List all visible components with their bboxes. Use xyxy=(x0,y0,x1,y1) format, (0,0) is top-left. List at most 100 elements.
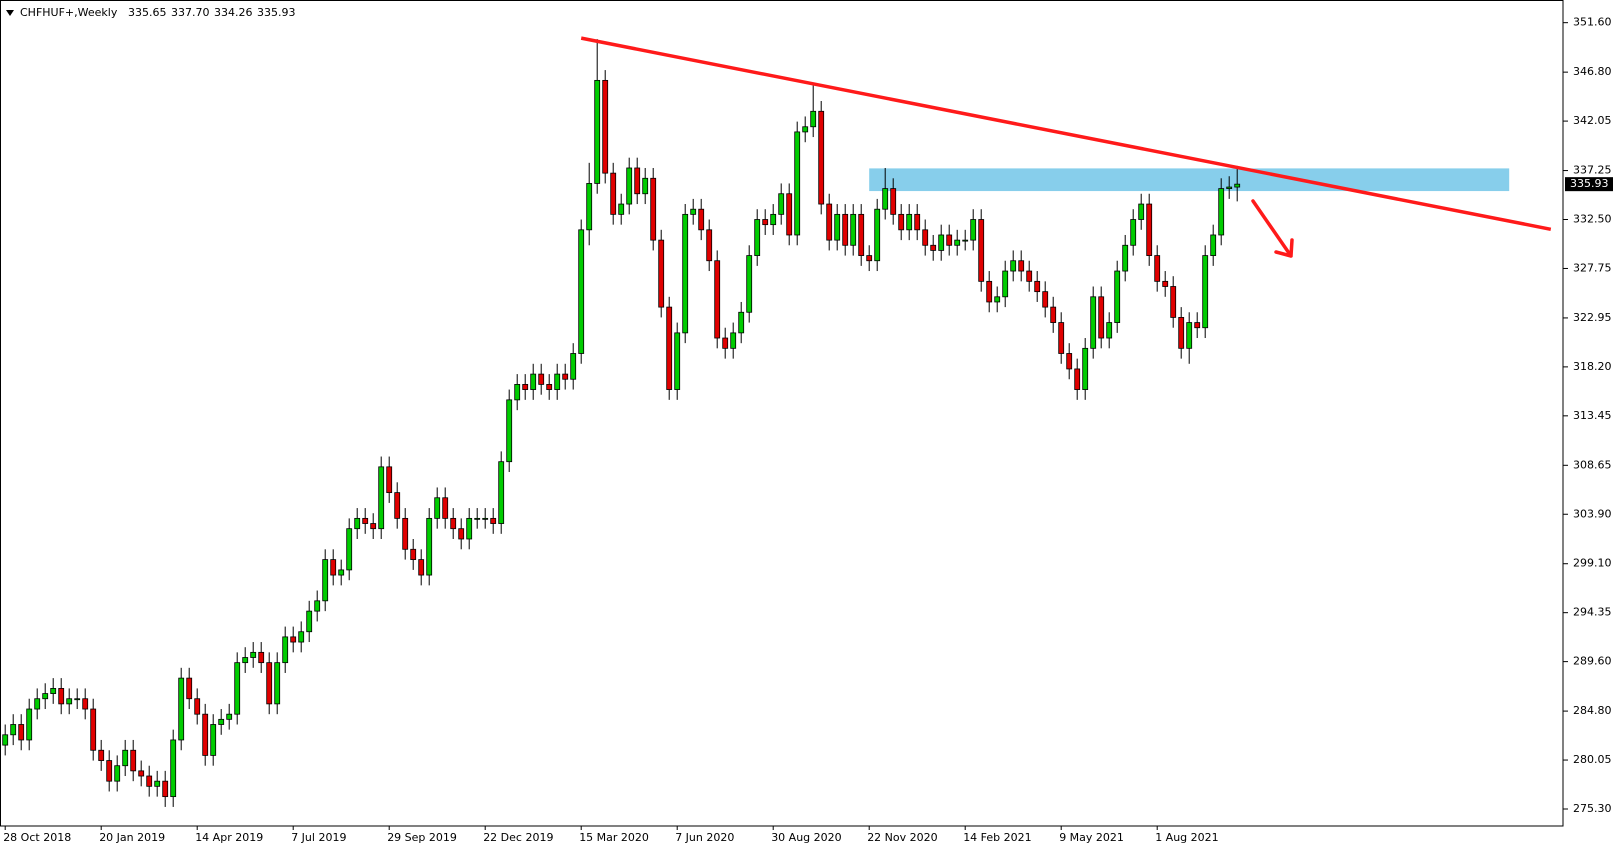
candle-body xyxy=(1042,291,1049,308)
candle-body xyxy=(1146,203,1153,256)
candle-body xyxy=(962,239,969,242)
x-tick-label: 14 Apr 2019 xyxy=(195,831,263,844)
candle-body xyxy=(594,79,601,184)
candle-body xyxy=(410,548,417,560)
candle-body xyxy=(1050,306,1057,323)
candle-body xyxy=(250,651,257,658)
candle-body xyxy=(226,713,233,720)
y-tick-label: 342.05 xyxy=(1573,114,1612,127)
candle-body xyxy=(154,780,161,787)
y-tick-label: 289.60 xyxy=(1573,655,1612,668)
candle-body xyxy=(1186,322,1193,349)
candle-body xyxy=(1034,280,1041,293)
y-tick-label: 299.10 xyxy=(1573,557,1612,570)
candle-body xyxy=(1018,260,1025,272)
candle-body xyxy=(954,239,961,246)
candle-body xyxy=(298,631,305,643)
candle-body xyxy=(58,688,65,705)
candle-body xyxy=(946,234,953,246)
x-tick-label: 15 Mar 2020 xyxy=(579,831,649,844)
candle-body xyxy=(346,528,353,571)
x-tick-label: 29 Sep 2019 xyxy=(387,831,457,844)
candle-body xyxy=(562,373,569,380)
candle-body xyxy=(850,213,857,246)
candle-body xyxy=(858,213,865,256)
candle-body xyxy=(306,610,313,633)
candle-body xyxy=(1106,322,1113,339)
menu-triangle[interactable] xyxy=(6,10,14,16)
candle-body xyxy=(1202,255,1209,329)
candle-body xyxy=(1058,322,1065,354)
candle-body xyxy=(2,734,9,746)
symbol: CHFHUF+,Weekly xyxy=(20,6,118,19)
candle-body xyxy=(490,517,497,524)
candle-body xyxy=(450,517,457,530)
candle-body xyxy=(586,183,593,231)
candle-body xyxy=(658,239,665,308)
candle-body xyxy=(994,296,1001,303)
candle-body xyxy=(922,229,929,246)
candle-body xyxy=(578,229,585,354)
candle-body xyxy=(138,770,145,777)
candle-body xyxy=(202,713,209,756)
y-tick-label: 280.05 xyxy=(1573,753,1612,766)
candle-body xyxy=(874,208,881,262)
candle-body xyxy=(1098,296,1105,339)
candle-body xyxy=(314,600,321,612)
candle-body xyxy=(1210,234,1217,256)
candle-body xyxy=(18,724,25,741)
candle-body xyxy=(546,384,553,390)
x-tick-label: 22 Nov 2020 xyxy=(867,831,937,844)
candle-body xyxy=(74,698,81,701)
candle-body xyxy=(1074,368,1081,390)
candle-body xyxy=(746,255,753,313)
x-tick-label: 20 Jan 2019 xyxy=(99,831,165,844)
candle-body xyxy=(170,739,177,798)
candle-body xyxy=(826,203,833,241)
candle-body xyxy=(1002,270,1009,298)
candle-body xyxy=(722,337,729,349)
candle-body xyxy=(434,497,441,519)
x-tick-label: 28 Oct 2018 xyxy=(3,831,71,844)
candle-body xyxy=(146,775,153,787)
candle-body xyxy=(66,698,73,705)
candle-body xyxy=(690,208,697,215)
candle-body xyxy=(714,260,721,339)
header-value: 335.65 xyxy=(128,6,167,19)
candle-body xyxy=(738,311,745,334)
candle-body xyxy=(274,662,281,705)
candle-body xyxy=(130,749,137,772)
candle-body xyxy=(1122,244,1129,272)
candle-body xyxy=(842,213,849,246)
candle-body xyxy=(1234,183,1241,188)
candle-body xyxy=(1194,322,1201,329)
candle-body xyxy=(698,208,705,231)
candle-body xyxy=(242,657,249,664)
candle-body xyxy=(122,749,129,767)
candle-body xyxy=(610,172,617,215)
last-price-label: 335.93 xyxy=(1570,177,1609,190)
candle-body xyxy=(778,193,785,215)
candle-body xyxy=(98,749,105,761)
candle-body xyxy=(370,523,377,530)
x-tick-label: 1 Aug 2021 xyxy=(1155,831,1218,844)
x-tick-label: 7 Jul 2019 xyxy=(291,831,346,844)
candle-body xyxy=(338,569,345,576)
candle-body xyxy=(34,698,41,710)
header-value: 335.93 xyxy=(257,6,296,19)
candle-body xyxy=(938,234,945,251)
candle-body xyxy=(218,718,225,725)
header-value: 337.70 xyxy=(171,6,210,19)
candle-body xyxy=(786,193,793,236)
candle-body xyxy=(210,724,217,756)
candle-body xyxy=(282,636,289,664)
candle-body xyxy=(834,213,841,241)
candle-body xyxy=(626,167,633,205)
candle-body xyxy=(50,688,57,694)
candle-body xyxy=(114,765,121,782)
candle-body xyxy=(394,492,401,519)
candle-body xyxy=(458,528,465,540)
candle-body xyxy=(906,213,913,231)
candle-body xyxy=(474,517,481,520)
candle-body xyxy=(1114,270,1121,323)
